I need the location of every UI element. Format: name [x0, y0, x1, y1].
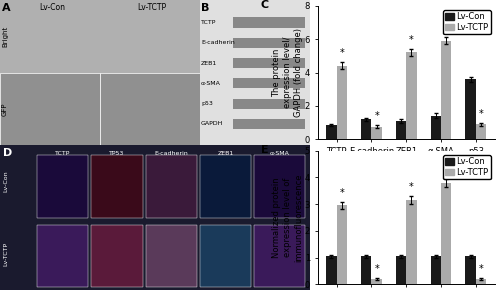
- Text: α-SMA: α-SMA: [201, 81, 221, 86]
- Text: *: *: [340, 188, 344, 198]
- Text: GFP: GFP: [2, 102, 8, 115]
- Text: Lv-TCTP: Lv-TCTP: [138, 3, 166, 12]
- Text: TP53: TP53: [110, 151, 124, 156]
- FancyBboxPatch shape: [0, 145, 100, 218]
- Bar: [441, 41, 452, 139]
- Bar: [396, 121, 406, 139]
- Text: GAPDH: GAPDH: [201, 122, 224, 126]
- Bar: [336, 206, 347, 284]
- Text: *: *: [374, 264, 379, 274]
- FancyBboxPatch shape: [233, 58, 304, 68]
- FancyBboxPatch shape: [233, 38, 304, 48]
- Text: E-cadherin: E-cadherin: [154, 151, 188, 156]
- Text: *: *: [444, 23, 448, 33]
- Bar: [361, 119, 372, 139]
- FancyBboxPatch shape: [100, 72, 200, 145]
- Y-axis label: Normalized protein
expression level of
immunofluorescence: Normalized protein expression level of i…: [272, 173, 303, 262]
- Bar: [406, 200, 416, 284]
- Text: *: *: [409, 182, 414, 192]
- FancyBboxPatch shape: [233, 99, 304, 109]
- Text: D: D: [3, 148, 13, 158]
- Bar: [466, 256, 476, 284]
- Legend: Lv-Con, Lv-TCTP: Lv-Con, Lv-TCTP: [443, 155, 491, 179]
- Bar: [326, 125, 336, 139]
- FancyBboxPatch shape: [37, 155, 88, 218]
- Bar: [372, 279, 382, 284]
- FancyBboxPatch shape: [146, 225, 197, 287]
- FancyBboxPatch shape: [92, 155, 142, 218]
- FancyBboxPatch shape: [92, 225, 142, 287]
- Bar: [476, 124, 486, 139]
- Text: *: *: [409, 35, 414, 45]
- Bar: [441, 183, 452, 284]
- Bar: [476, 279, 486, 284]
- FancyBboxPatch shape: [200, 225, 251, 287]
- Text: B: B: [201, 3, 209, 13]
- FancyBboxPatch shape: [100, 145, 200, 218]
- FancyBboxPatch shape: [37, 225, 88, 287]
- Text: *: *: [444, 165, 448, 175]
- FancyBboxPatch shape: [233, 17, 304, 28]
- Text: ZEB1: ZEB1: [201, 61, 218, 66]
- FancyBboxPatch shape: [200, 155, 251, 218]
- FancyBboxPatch shape: [146, 155, 197, 218]
- Text: TCTP: TCTP: [201, 20, 216, 25]
- Bar: [336, 66, 347, 139]
- Text: Lv-TCTP: Lv-TCTP: [3, 242, 8, 266]
- Text: ZEB1: ZEB1: [218, 151, 234, 156]
- Legend: Lv-Con, Lv-TCTP: Lv-Con, Lv-TCTP: [443, 10, 491, 34]
- Bar: [466, 79, 476, 139]
- Text: E-cadherin: E-cadherin: [201, 40, 235, 45]
- FancyBboxPatch shape: [233, 78, 304, 88]
- Text: Lv-Con: Lv-Con: [39, 3, 65, 12]
- Bar: [361, 256, 372, 284]
- Bar: [430, 116, 441, 139]
- Text: α-SMA: α-SMA: [270, 151, 289, 156]
- Text: *: *: [374, 111, 379, 121]
- Text: p53: p53: [201, 101, 213, 106]
- Bar: [326, 256, 336, 284]
- Text: *: *: [478, 264, 484, 274]
- Text: Lv-Con: Lv-Con: [3, 171, 8, 192]
- Text: C: C: [260, 1, 269, 10]
- Text: TCTP: TCTP: [55, 151, 70, 156]
- Text: *: *: [478, 108, 484, 119]
- FancyBboxPatch shape: [0, 72, 100, 145]
- Text: E: E: [260, 146, 268, 155]
- Text: Bright: Bright: [2, 26, 8, 47]
- FancyBboxPatch shape: [254, 225, 306, 287]
- Bar: [430, 256, 441, 284]
- Bar: [396, 256, 406, 284]
- FancyBboxPatch shape: [233, 119, 304, 129]
- FancyBboxPatch shape: [254, 155, 306, 218]
- Bar: [406, 52, 416, 139]
- Text: *: *: [340, 48, 344, 59]
- Y-axis label: The protein
expression level/
GAPDH (fold change): The protein expression level/ GAPDH (fol…: [272, 28, 303, 117]
- Text: A: A: [2, 3, 10, 13]
- Bar: [372, 127, 382, 139]
